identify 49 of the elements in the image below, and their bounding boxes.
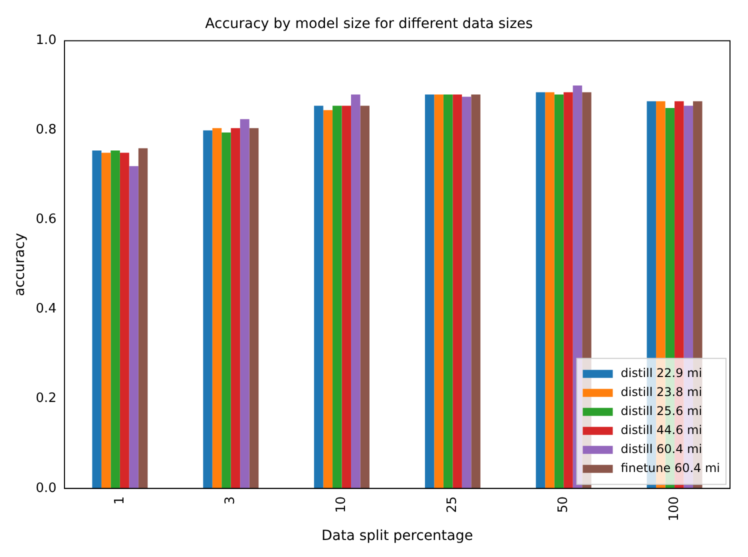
bar	[212, 128, 222, 488]
bar	[110, 150, 120, 488]
y-tick-label: 0.4	[36, 302, 56, 317]
bar	[138, 148, 148, 488]
bar	[434, 94, 444, 488]
y-tick-label: 1.0	[36, 33, 56, 48]
y-axis-title: accuracy	[12, 233, 28, 296]
bar	[424, 94, 434, 488]
y-tick-label: 0.6	[36, 212, 56, 228]
bar	[222, 132, 231, 488]
bar	[314, 106, 324, 488]
bar	[92, 150, 102, 488]
x-tick-label: 10	[334, 496, 350, 513]
bar	[536, 92, 546, 488]
bar	[342, 106, 352, 488]
bar	[203, 130, 212, 488]
bar	[101, 152, 111, 488]
bar	[564, 92, 573, 488]
x-tick-label: 100	[666, 496, 682, 522]
legend-label: distill 25.6 mi	[620, 404, 702, 418]
x-tick-label: 3	[223, 496, 238, 505]
bar	[360, 106, 370, 488]
x-tick-label: 25	[445, 496, 460, 513]
bar	[230, 128, 240, 488]
bar	[351, 94, 360, 488]
bar	[554, 94, 564, 488]
bar	[471, 94, 480, 488]
legend-label: distill 22.9 mi	[620, 366, 702, 380]
bar	[240, 119, 250, 488]
bar	[249, 128, 259, 488]
bar	[120, 152, 130, 488]
bar	[332, 106, 342, 488]
y-tick-label: 0.2	[36, 391, 56, 406]
legend-label: distill 60.4 mi	[620, 442, 702, 456]
bar	[129, 166, 138, 488]
x-axis-title: Data split percentage	[321, 528, 473, 544]
chart-title: Accuracy by model size for different data sizes	[205, 16, 533, 32]
legend-label: distill 44.6 mi	[620, 423, 702, 438]
x-tick-label: 1	[112, 496, 128, 505]
y-tick-label: 0.8	[36, 122, 56, 138]
bar	[323, 110, 333, 488]
bar	[452, 94, 462, 488]
x-tick-label: 50	[556, 496, 571, 513]
bar	[462, 96, 472, 488]
y-tick-label: 0.0	[36, 480, 56, 496]
legend-label: finetune 60.4 mi	[620, 461, 720, 476]
legend-label: distill 23.8 mi	[620, 385, 702, 400]
bar	[443, 94, 453, 488]
bar	[545, 92, 554, 488]
